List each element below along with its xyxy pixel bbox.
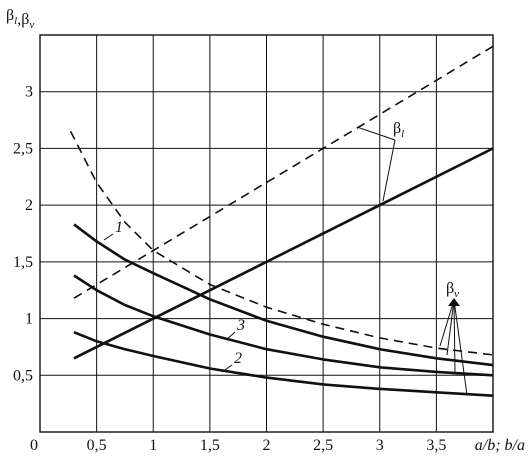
annotation: βl	[393, 120, 404, 140]
line-series	[69, 131, 494, 356]
leader-line	[221, 364, 233, 373]
line-series	[73, 223, 494, 367]
label-sub: v	[29, 19, 34, 31]
y-tick-label: 2	[25, 197, 33, 214]
arrow-head	[448, 298, 460, 306]
x-tick-label: 3,5	[426, 437, 446, 454]
x-tick-label: 2	[263, 437, 271, 454]
leader-line	[356, 126, 396, 141]
curve-label: 3	[236, 317, 245, 334]
label-base: ,β	[17, 11, 29, 28]
y-tick-label: 2,5	[13, 140, 33, 157]
curve-label: 1	[115, 219, 123, 236]
annotation-base: β	[393, 120, 401, 137]
annotation-sub: l	[401, 128, 404, 140]
x-tick-label: 3	[376, 437, 384, 454]
y-tick-label: 1	[25, 311, 33, 328]
x-tick-label: 1,5	[200, 437, 220, 454]
curve-label: 2	[234, 350, 242, 367]
label-sub: l	[14, 15, 17, 27]
line-series	[73, 274, 494, 377]
leader-line	[225, 331, 236, 341]
annotation-base: β	[446, 280, 454, 297]
x-tick-label: 1	[149, 437, 157, 454]
x-tick-label: 2,5	[313, 437, 333, 454]
line-series	[73, 45, 494, 299]
leader-line	[103, 233, 114, 241]
label-base: β	[6, 7, 14, 24]
leader-line	[382, 139, 396, 202]
line-series	[73, 147, 494, 360]
y-axis-label: βl,βv	[6, 7, 34, 31]
x-tick-label: 0,5	[87, 437, 107, 454]
annotation: βv	[446, 280, 459, 300]
y-tick-label: 0,5	[13, 367, 33, 384]
leader-arrow	[453, 299, 456, 373]
x-tick-label: 0	[30, 437, 38, 454]
leader-arrow	[439, 299, 455, 347]
leader-arrow	[453, 299, 468, 396]
line-series	[73, 330, 494, 397]
y-tick-label: 1,5	[13, 254, 33, 271]
x-axis-label: a/b; b/a	[475, 437, 525, 454]
leader-arrow	[446, 299, 455, 356]
y-tick-label: 3	[25, 84, 33, 101]
annotation-sub: v	[454, 288, 459, 300]
